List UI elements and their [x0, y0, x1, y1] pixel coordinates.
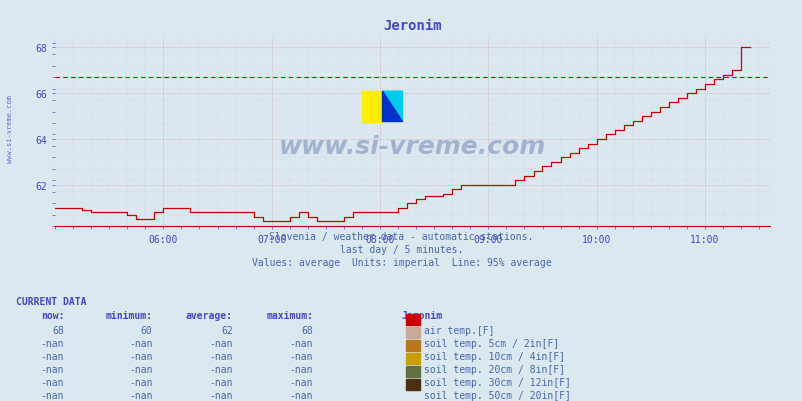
Bar	[362, 92, 382, 122]
Text: soil temp. 5cm / 2in[F]: soil temp. 5cm / 2in[F]	[423, 338, 558, 348]
Text: minimum:: minimum:	[105, 310, 152, 320]
Text: soil temp. 20cm / 8in[F]: soil temp. 20cm / 8in[F]	[423, 364, 565, 374]
Text: soil temp. 30cm / 12in[F]: soil temp. 30cm / 12in[F]	[423, 377, 570, 387]
Text: now:: now:	[41, 310, 64, 320]
Text: average:: average:	[185, 310, 233, 320]
Text: -nan: -nan	[129, 338, 152, 348]
Text: -nan: -nan	[41, 390, 64, 400]
Text: CURRENT DATA: CURRENT DATA	[16, 296, 87, 306]
Text: -nan: -nan	[209, 390, 233, 400]
Text: -nan: -nan	[129, 390, 152, 400]
Text: -nan: -nan	[41, 377, 64, 387]
Text: 62: 62	[221, 325, 233, 335]
Text: -nan: -nan	[290, 338, 313, 348]
Text: air temp.[F]: air temp.[F]	[423, 325, 494, 335]
Text: -nan: -nan	[129, 377, 152, 387]
Text: -nan: -nan	[209, 338, 233, 348]
Text: -nan: -nan	[290, 377, 313, 387]
Text: -nan: -nan	[209, 377, 233, 387]
Text: 60: 60	[140, 325, 152, 335]
Text: 68: 68	[301, 325, 313, 335]
Text: -nan: -nan	[209, 351, 233, 361]
Text: 68: 68	[52, 325, 64, 335]
Text: soil temp. 10cm / 4in[F]: soil temp. 10cm / 4in[F]	[423, 351, 565, 361]
Polygon shape	[382, 92, 402, 122]
Text: Values: average  Units: imperial  Line: 95% average: Values: average Units: imperial Line: 95…	[251, 257, 551, 267]
Text: last day / 5 minutes.: last day / 5 minutes.	[339, 244, 463, 254]
Text: -nan: -nan	[290, 351, 313, 361]
Text: -nan: -nan	[129, 351, 152, 361]
Text: -nan: -nan	[290, 390, 313, 400]
Text: Jeronim: Jeronim	[401, 310, 442, 320]
Text: -nan: -nan	[209, 364, 233, 374]
Text: www.si-vreme.com: www.si-vreme.com	[6, 94, 13, 162]
Text: -nan: -nan	[41, 364, 64, 374]
Text: soil temp. 50cm / 20in[F]: soil temp. 50cm / 20in[F]	[423, 390, 570, 400]
Text: -nan: -nan	[290, 364, 313, 374]
Text: -nan: -nan	[129, 364, 152, 374]
Polygon shape	[382, 92, 402, 122]
Text: maximum:: maximum:	[265, 310, 313, 320]
Text: Slovenia / weather data - automatic stations.: Slovenia / weather data - automatic stat…	[269, 231, 533, 241]
Text: www.si-vreme.com: www.si-vreme.com	[278, 135, 545, 159]
Title: Jeronim: Jeronim	[383, 19, 441, 33]
Text: -nan: -nan	[41, 351, 64, 361]
Text: -nan: -nan	[41, 338, 64, 348]
